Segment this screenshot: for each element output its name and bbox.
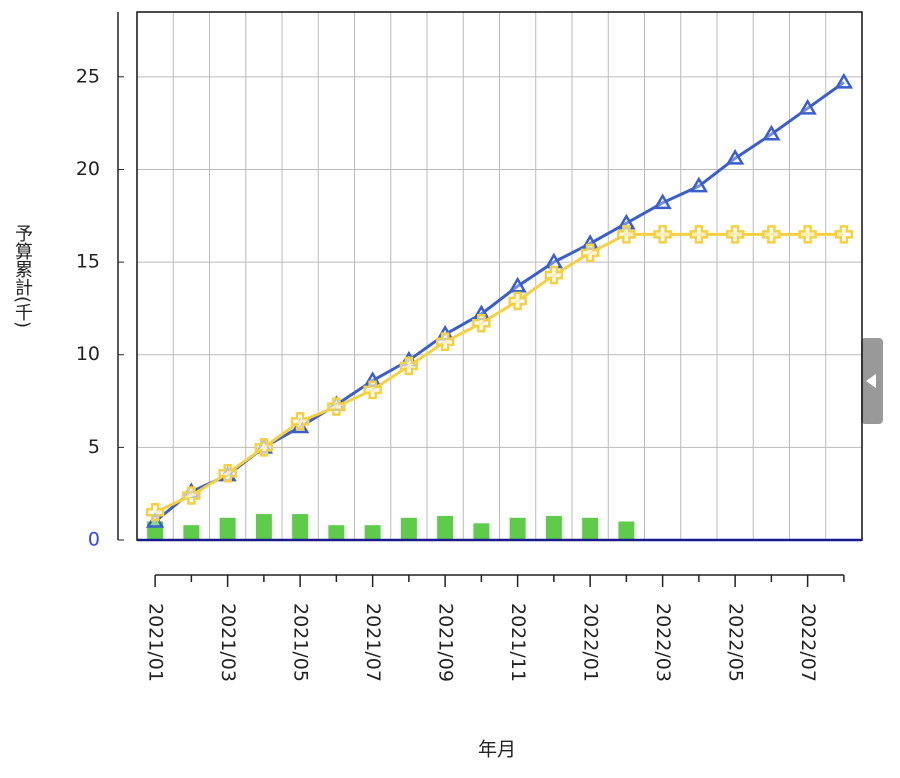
marker [725, 225, 745, 244]
marker [218, 464, 237, 483]
marker [544, 265, 564, 285]
y-tick-label: 15 [76, 251, 100, 273]
bar [473, 523, 490, 540]
marker [617, 225, 636, 244]
bar [437, 515, 454, 540]
x-tick-label: 2022/03 [652, 603, 674, 682]
x-axis-title: 年月 [478, 739, 516, 761]
bar [545, 515, 562, 540]
x-tick-label: 2021/03 [217, 603, 239, 682]
bar [292, 514, 309, 540]
marker [653, 193, 672, 210]
marker [145, 502, 165, 522]
marker [689, 176, 709, 193]
x-tick-label: 2021/01 [145, 603, 167, 682]
marker [508, 276, 527, 293]
bar [509, 517, 526, 540]
x-tick-label: 2021/07 [362, 603, 384, 682]
marker [834, 72, 854, 89]
y-tick-label: 10 [76, 343, 100, 365]
y-axis-title: 予算累計(千) [12, 224, 33, 328]
side-tab[interactable] [861, 338, 883, 424]
marker [363, 380, 382, 400]
bar [183, 525, 200, 540]
y-tick-label: 25 [76, 65, 100, 87]
y-tick-label: 0 [88, 529, 100, 551]
marker [580, 243, 600, 263]
marker [762, 124, 781, 141]
tab-arrow[interactable] [866, 374, 876, 388]
marker [762, 225, 781, 244]
marker [435, 332, 455, 352]
bar [328, 525, 345, 540]
marker [653, 225, 672, 244]
x-tick-label: 2022/01 [580, 603, 602, 682]
marker [798, 98, 817, 115]
bar [618, 521, 635, 540]
marker [327, 397, 346, 416]
marker [399, 356, 419, 376]
x-tick-label: 2022/07 [797, 603, 819, 682]
marker [689, 225, 709, 244]
bar [582, 517, 599, 540]
y-tick-label: 20 [76, 158, 100, 180]
bar [219, 517, 236, 540]
x-tick-label: 2022/05 [725, 603, 747, 682]
marker [472, 313, 491, 333]
marker [290, 412, 310, 431]
bar [255, 514, 272, 540]
marker [182, 486, 201, 505]
marker [798, 225, 817, 244]
y-tick-label: 5 [88, 436, 100, 458]
marker [254, 438, 274, 457]
x-tick-label: 2021/11 [507, 603, 529, 682]
marker [508, 291, 527, 311]
bar [400, 517, 417, 540]
marker [725, 148, 745, 165]
x-tick-label: 2021/05 [290, 603, 312, 682]
marker [834, 225, 854, 244]
marker [544, 252, 564, 269]
bar [364, 525, 381, 540]
x-tick-label: 2021/09 [435, 603, 457, 682]
